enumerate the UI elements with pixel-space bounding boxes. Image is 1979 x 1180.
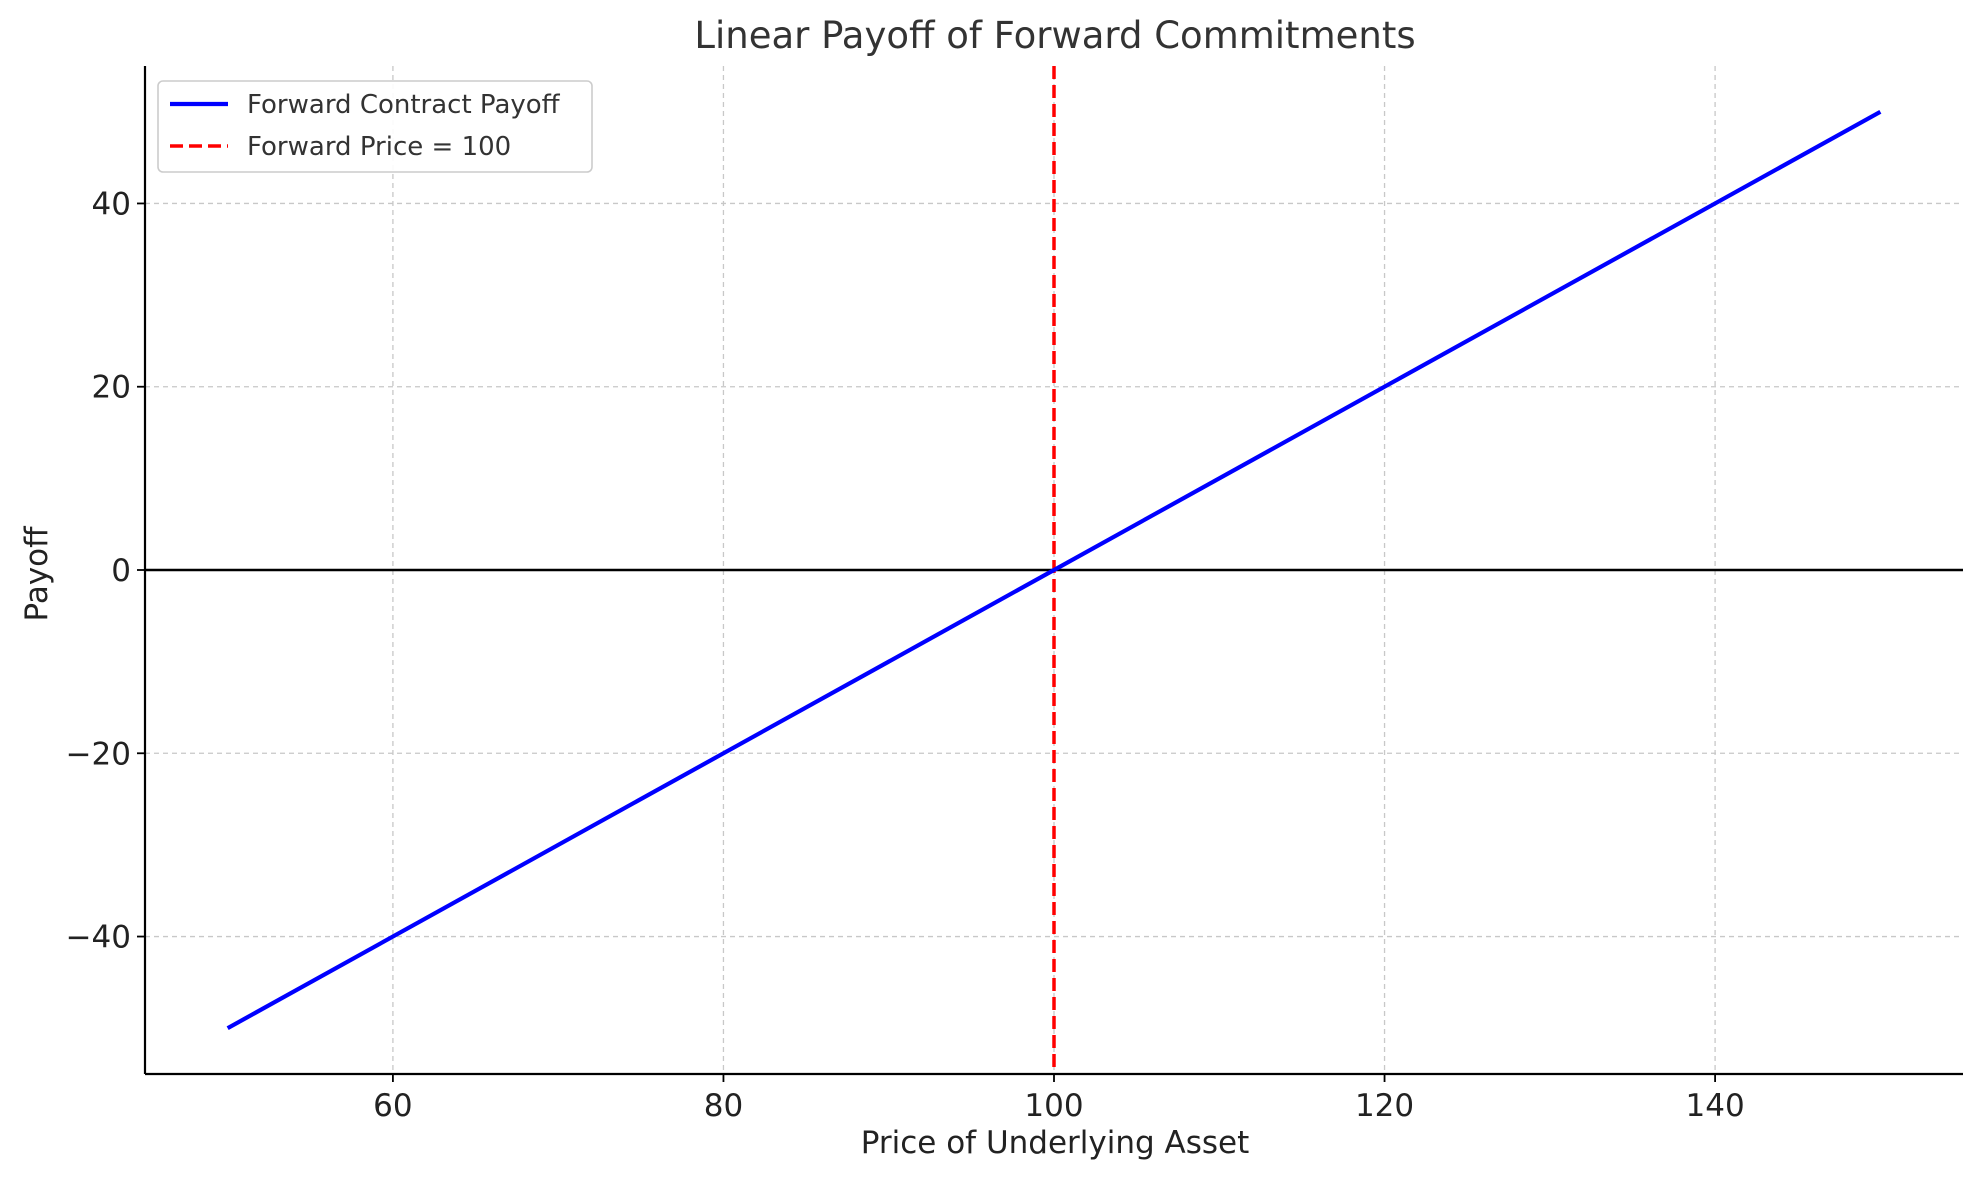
ticks-layer: 60 80 100 120 140 −40 −20 0 20 40 <box>66 186 1745 1124</box>
chart-title: Linear Payoff of Forward Commitments <box>694 14 1415 57</box>
x-tick-label-140: 140 <box>1686 1088 1745 1124</box>
legend-label-forward-contract-payoff: Forward Contract Payoff <box>247 90 561 120</box>
y-tick-label-20: 20 <box>92 370 131 406</box>
legend-label-forward-price: Forward Price = 100 <box>247 132 511 162</box>
x-tick-label-60: 60 <box>373 1088 412 1124</box>
y-tick-label-40: 40 <box>92 186 131 222</box>
x-axis-title: Price of Underlying Asset <box>861 1125 1250 1161</box>
y-tick-label--40: −40 <box>66 920 131 956</box>
x-tick-label-120: 120 <box>1355 1088 1414 1124</box>
x-tick-label-80: 80 <box>704 1088 743 1124</box>
y-tick-label-0: 0 <box>111 553 131 589</box>
x-tick-label-100: 100 <box>1024 1088 1083 1124</box>
series-layer <box>226 109 1882 1031</box>
y-tick-label--20: −20 <box>66 736 131 772</box>
legend: Forward Contract Payoff Forward Price = … <box>157 80 593 173</box>
legend-box <box>157 80 593 173</box>
series-line-0 <box>226 109 1882 1031</box>
y-axis-title: Payoff <box>19 526 55 622</box>
